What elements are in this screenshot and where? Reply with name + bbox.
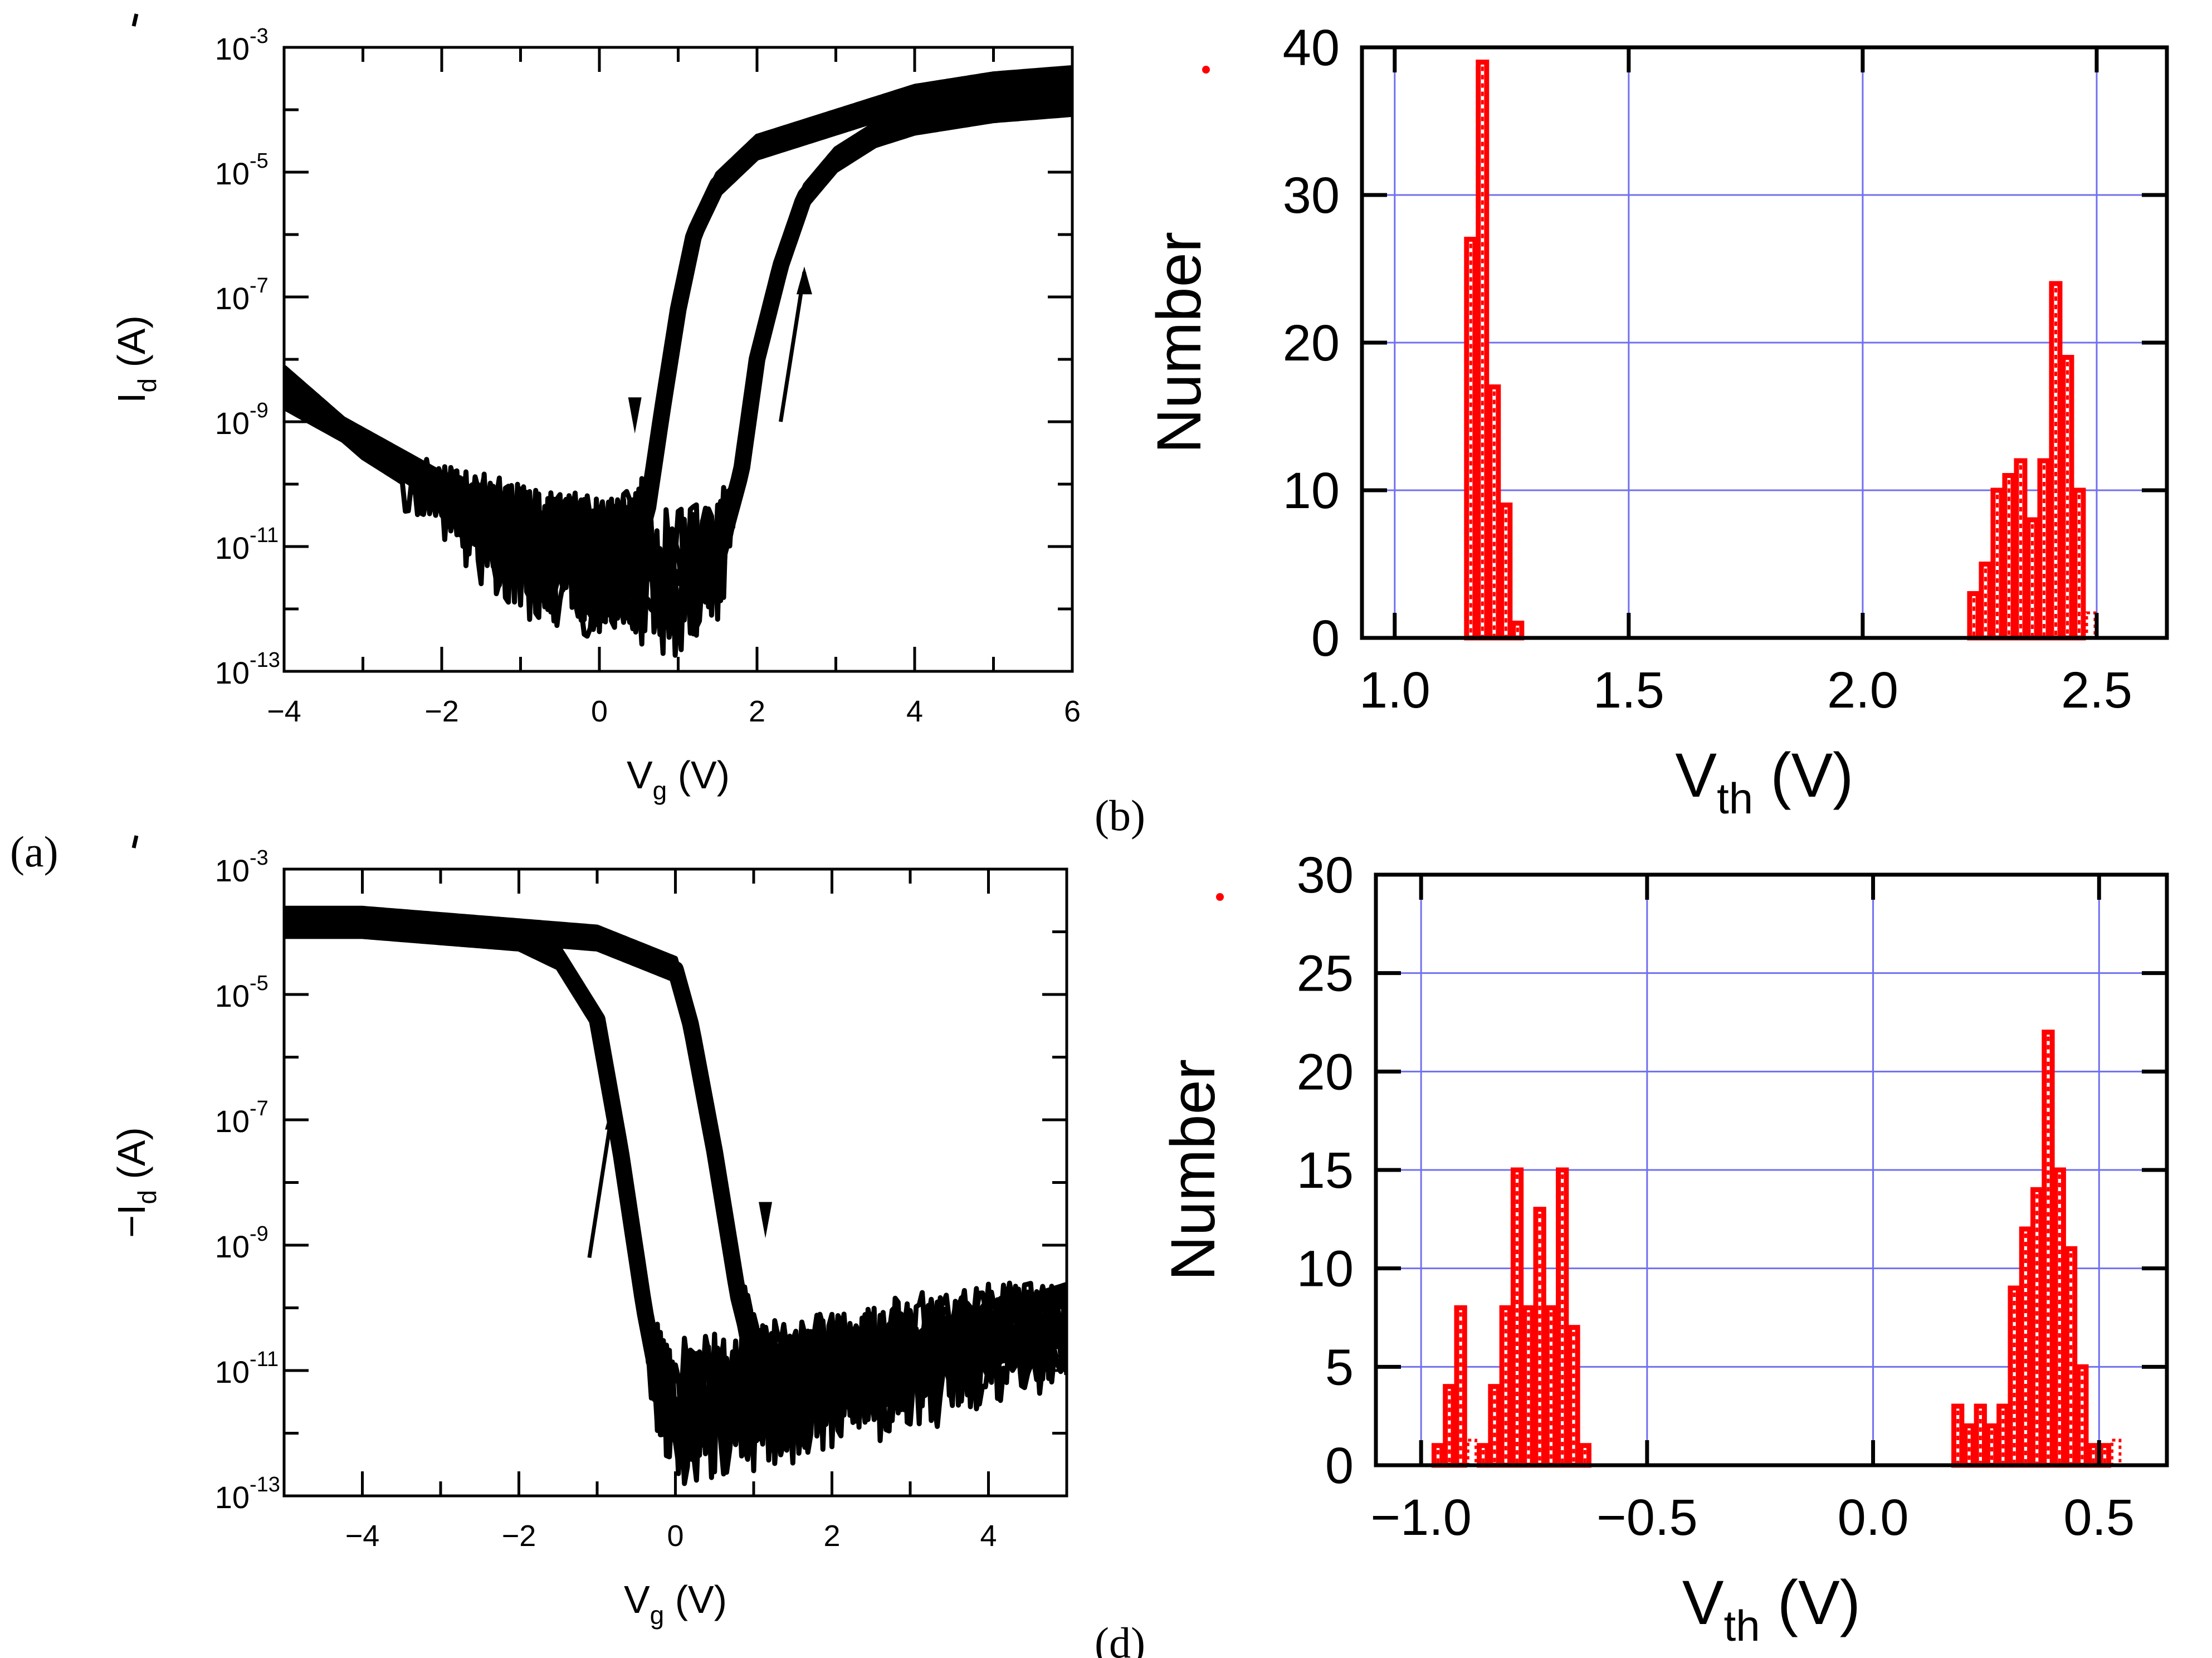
y-tick-label: 10	[1297, 1241, 1354, 1298]
y-tick-exponent: -5	[250, 149, 268, 173]
y-tick-label: 10	[215, 1354, 250, 1389]
sweep-arrow-up	[778, 271, 807, 422]
y-tick-exponent: -9	[250, 1222, 268, 1246]
corner-mark	[1216, 893, 1224, 901]
panel-b: 1.0 1.5 2.0 2.5 0 10 20 30 40 Vth (V) Number (b)	[1095, 19, 2169, 840]
x-tick-label: 0.0	[1838, 1489, 1909, 1546]
y-tick-label: 15	[1297, 1142, 1354, 1199]
series-forward-trace	[284, 103, 1072, 640]
x-tick-label: −4	[345, 1519, 380, 1553]
sweep-arrow-up	[587, 1106, 615, 1259]
x-axis-title: Vg (V)	[627, 753, 730, 805]
x-tick-label: −4	[267, 695, 301, 728]
x-tick-label: 0.5	[2063, 1489, 2135, 1546]
y-tick-label: 10	[215, 156, 250, 191]
series-reverse-band	[284, 911, 1067, 1397]
histogram-bar	[2085, 611, 2097, 640]
x-tick-label: −2	[502, 1519, 536, 1553]
x-tick-label: 0	[667, 1519, 683, 1553]
y-tick-exponent: -7	[250, 1097, 268, 1120]
y-tick-label: 10	[215, 1104, 250, 1139]
y-tick-label: 5	[1325, 1339, 1354, 1396]
y-tick-exponent: -9	[250, 399, 268, 422]
x-tick-label: −2	[424, 695, 459, 728]
y-axis-title: −Id (A)	[110, 1127, 162, 1238]
x-axis-title: Vth (V)	[1682, 1568, 1861, 1650]
corner-mark	[131, 13, 139, 27]
x-tick-label: 2.0	[1827, 662, 1898, 719]
panel-label: (c)	[10, 1652, 58, 1658]
y-tick-exponent: -11	[250, 1348, 279, 1371]
x-axis-title: Vth (V)	[1675, 740, 1853, 823]
x-tick-label: 4	[980, 1519, 997, 1553]
corner-mark	[1202, 66, 1210, 74]
y-axis-title: Id (A)	[110, 315, 162, 403]
panel-label: (d)	[1095, 1618, 1145, 1658]
histogram-bar	[1466, 1438, 1478, 1467]
y-tick-exponent: -11	[250, 524, 279, 547]
y-tick-exponent: -13	[250, 648, 280, 672]
histogram-bar	[1979, 562, 1993, 641]
y-tick-label: 20	[1297, 1043, 1354, 1100]
x-tick-label: 4	[906, 695, 923, 728]
y-tick-label: 30	[1297, 847, 1354, 904]
y-tick-exponent: -7	[250, 274, 268, 298]
y-tick-label: 10	[215, 281, 250, 316]
y-tick-exponent: -13	[250, 1473, 280, 1496]
x-tick-label: 1.0	[1359, 662, 1430, 719]
y-tick-label: 20	[1283, 315, 1340, 372]
y-tick-label: 10	[215, 853, 250, 888]
y-tick-label: 25	[1297, 945, 1354, 1002]
histogram-bar	[2111, 1438, 2122, 1467]
series-reverse-band	[284, 70, 1072, 574]
y-tick-exponent: -3	[250, 846, 268, 870]
y-tick-label: 10	[215, 655, 250, 690]
y-tick-label: 10	[215, 1229, 250, 1264]
x-axis-title: Vg (V)	[624, 1578, 727, 1630]
x-tick-label: −1.0	[1370, 1489, 1472, 1546]
sweep-arrow-down-head	[628, 397, 642, 434]
y-tick-exponent: -5	[250, 972, 268, 995]
x-tick-label: 2	[749, 695, 765, 728]
y-tick-label: 40	[1283, 19, 1340, 76]
y-tick-label: 0	[1311, 610, 1340, 667]
series-forward-trace	[284, 90, 1072, 630]
y-tick-label: 10	[1283, 462, 1340, 519]
panel-d: −1.0 −0.5 0.0 0.5 0 5 10 15 20 25 30 Vth (V) Number (…	[1095, 847, 2169, 1658]
x-tick-label: −0.5	[1596, 1489, 1698, 1546]
y-tick-label: 30	[1283, 167, 1340, 224]
y-axis-title: Number	[1158, 1059, 1228, 1281]
x-tick-label: 1.5	[1593, 662, 1664, 719]
y-tick-label: 10	[215, 406, 250, 441]
y-tick-label: 10	[215, 31, 250, 66]
panel-label: (a)	[10, 827, 58, 876]
y-axis-title: Number	[1144, 232, 1214, 453]
y-tick-label: 10	[215, 530, 250, 565]
x-tick-label: 2	[823, 1519, 840, 1553]
y-tick-label: 10	[215, 1480, 250, 1515]
y-tick-label: 0	[1325, 1437, 1354, 1494]
sweep-arrow-down-head	[759, 1202, 773, 1238]
sweep-arrow-up-head	[796, 266, 812, 295]
x-tick-label: 2.5	[2061, 662, 2132, 719]
x-tick-label: 6	[1064, 695, 1081, 728]
panel-label: (b)	[1095, 791, 1145, 840]
corner-mark	[131, 835, 139, 848]
curves	[284, 65, 1072, 658]
x-tick-label: 0	[591, 695, 608, 728]
curves	[284, 905, 1067, 1486]
y-tick-label: 10	[215, 978, 250, 1013]
y-tick-exponent: -3	[250, 25, 268, 48]
sweep-arrow-up-head	[605, 1101, 621, 1130]
